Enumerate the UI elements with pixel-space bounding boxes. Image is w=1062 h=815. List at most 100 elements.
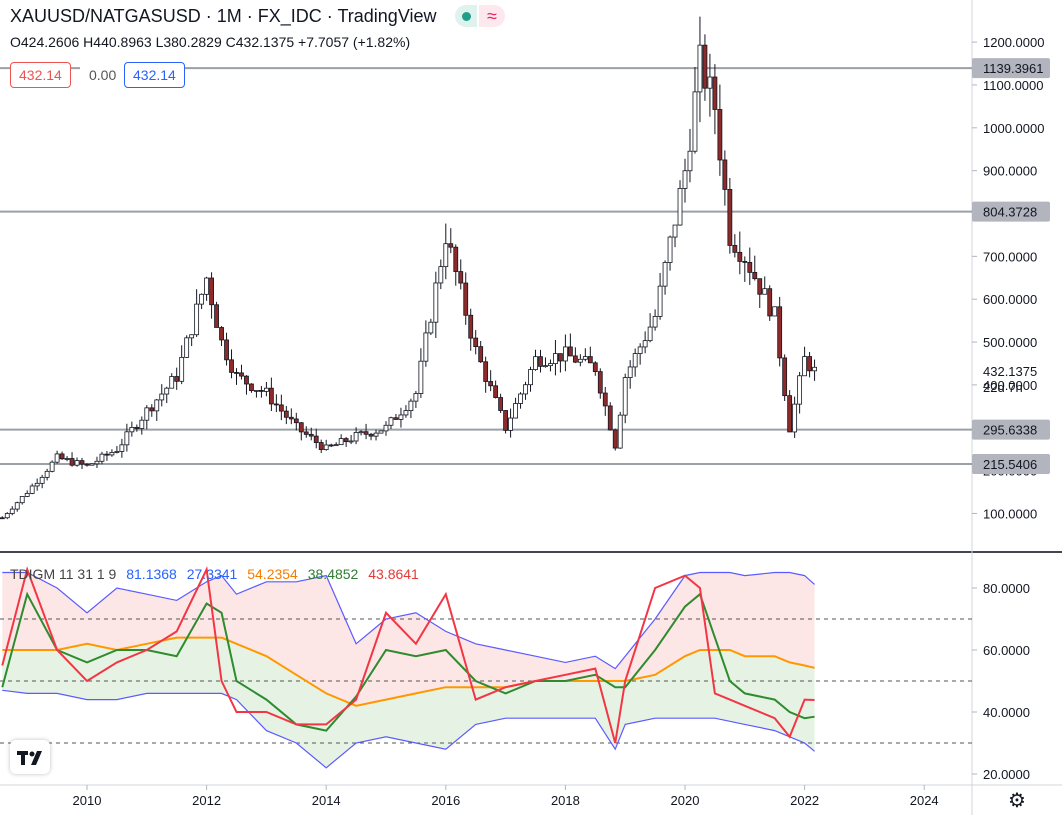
candle-body bbox=[263, 387, 269, 392]
candle-body bbox=[323, 444, 329, 450]
candle-body bbox=[717, 109, 723, 161]
candle-body bbox=[538, 356, 543, 367]
candle-body bbox=[478, 346, 484, 363]
candle-body bbox=[493, 385, 499, 398]
candle-body bbox=[418, 360, 424, 394]
chart-header: XAUUSD/NATGASUSD · 1M · FX_IDC · Trading… bbox=[10, 6, 437, 27]
candle-body bbox=[428, 321, 434, 334]
candle-body bbox=[697, 44, 703, 93]
candle-body bbox=[667, 236, 673, 263]
candle-body bbox=[69, 458, 75, 466]
countdown-label: 22d 7h bbox=[983, 380, 1023, 395]
green-dot-icon[interactable] bbox=[455, 5, 477, 27]
candle-body bbox=[812, 366, 817, 372]
source-label: TradingView bbox=[337, 6, 437, 26]
candle-body bbox=[99, 453, 105, 462]
price-tick-label: 1100.0000 bbox=[983, 78, 1044, 93]
time-tick-label: 2010 bbox=[73, 793, 102, 808]
candle-body bbox=[513, 403, 518, 419]
candle-body bbox=[74, 460, 80, 466]
candle-body bbox=[423, 332, 429, 362]
candle-body bbox=[79, 460, 85, 465]
candle-body bbox=[293, 418, 299, 424]
candle-body bbox=[543, 365, 548, 368]
interval-label[interactable]: 1M bbox=[216, 6, 242, 26]
candle-body bbox=[468, 314, 474, 339]
level-label: 295.6338 bbox=[983, 423, 1037, 438]
candle-body bbox=[308, 433, 314, 437]
candle-body bbox=[587, 356, 593, 364]
time-tick-label: 2020 bbox=[671, 793, 700, 808]
indicator-name[interactable]: TDIGM 11 31 1 9 bbox=[10, 566, 117, 582]
candle-body bbox=[742, 261, 748, 263]
candle-body bbox=[533, 356, 538, 370]
candle-body bbox=[647, 326, 653, 342]
candle-body bbox=[617, 414, 623, 449]
candle-body bbox=[9, 508, 15, 514]
candle-body bbox=[139, 419, 145, 429]
signal-line bbox=[1, 591, 815, 732]
candle-body bbox=[303, 431, 309, 435]
candle-body bbox=[498, 397, 504, 411]
candle-body bbox=[677, 188, 683, 226]
level-label: 215.5406 bbox=[983, 457, 1037, 472]
gear-icon[interactable]: ⚙ bbox=[1008, 790, 1026, 812]
candle-body bbox=[707, 76, 713, 89]
price-tick-label: 100.0000 bbox=[983, 506, 1037, 521]
price-tick-label: 500.0000 bbox=[983, 335, 1037, 350]
time-tick-label: 2014 bbox=[312, 793, 341, 808]
indicator-value-lower: 27.3341 bbox=[186, 566, 238, 582]
candle-body bbox=[548, 363, 553, 367]
candle-body bbox=[592, 362, 598, 373]
price-tick-label: 700.0000 bbox=[983, 249, 1037, 264]
header-sep-3: · bbox=[326, 6, 338, 26]
candle-body bbox=[702, 44, 708, 89]
candle-body bbox=[159, 393, 165, 401]
level-label: 804.3728 bbox=[983, 205, 1037, 220]
candle-body bbox=[762, 288, 768, 295]
candle-body bbox=[438, 266, 444, 284]
candle-body bbox=[772, 306, 778, 317]
candle-body bbox=[114, 451, 120, 453]
candle-body bbox=[408, 400, 414, 412]
tradingview-logo-icon[interactable] bbox=[10, 740, 50, 774]
candle-body bbox=[149, 407, 155, 412]
level-label-bg bbox=[972, 201, 1050, 222]
candle-body bbox=[737, 251, 743, 262]
candle-body bbox=[792, 403, 798, 433]
candle-body bbox=[712, 76, 718, 110]
candle-body bbox=[318, 442, 324, 450]
candle-body bbox=[393, 417, 399, 420]
candle-body bbox=[563, 346, 568, 362]
price-tick-label: 900.0000 bbox=[983, 164, 1037, 179]
indicator-legend[interactable]: TDIGM 11 31 1 9 81.1368 27.3341 54.2354 … bbox=[10, 566, 425, 582]
candle-body bbox=[682, 170, 688, 189]
candle-body bbox=[328, 444, 334, 447]
status-badges: ≈ bbox=[455, 5, 505, 27]
candle-body bbox=[338, 438, 344, 446]
candle-body bbox=[29, 485, 35, 494]
candle-body bbox=[179, 356, 185, 382]
candle-body bbox=[298, 422, 304, 433]
candle-body bbox=[637, 346, 643, 354]
value-box-left[interactable]: 432.14 bbox=[10, 62, 71, 88]
candle-body bbox=[244, 375, 249, 385]
candle-body bbox=[652, 316, 658, 328]
candle-body bbox=[144, 407, 150, 421]
candle-body bbox=[528, 369, 533, 386]
symbol-name[interactable]: XAUUSD/NATGASUSD bbox=[10, 6, 201, 26]
wave-icon[interactable]: ≈ bbox=[479, 5, 505, 27]
price-tick-label: 400.0000 bbox=[983, 378, 1037, 393]
price-tick-label: 1000.0000 bbox=[983, 121, 1044, 136]
candle-body bbox=[259, 389, 264, 392]
candle-body bbox=[164, 387, 170, 395]
candle-body bbox=[413, 393, 419, 402]
candle-body bbox=[189, 334, 195, 339]
value-box-right[interactable]: 432.14 bbox=[124, 62, 185, 88]
candle-body bbox=[343, 438, 349, 443]
candle-body bbox=[368, 433, 374, 437]
candle-body bbox=[503, 410, 509, 431]
candle-body bbox=[184, 337, 190, 358]
candle-body bbox=[4, 513, 10, 519]
